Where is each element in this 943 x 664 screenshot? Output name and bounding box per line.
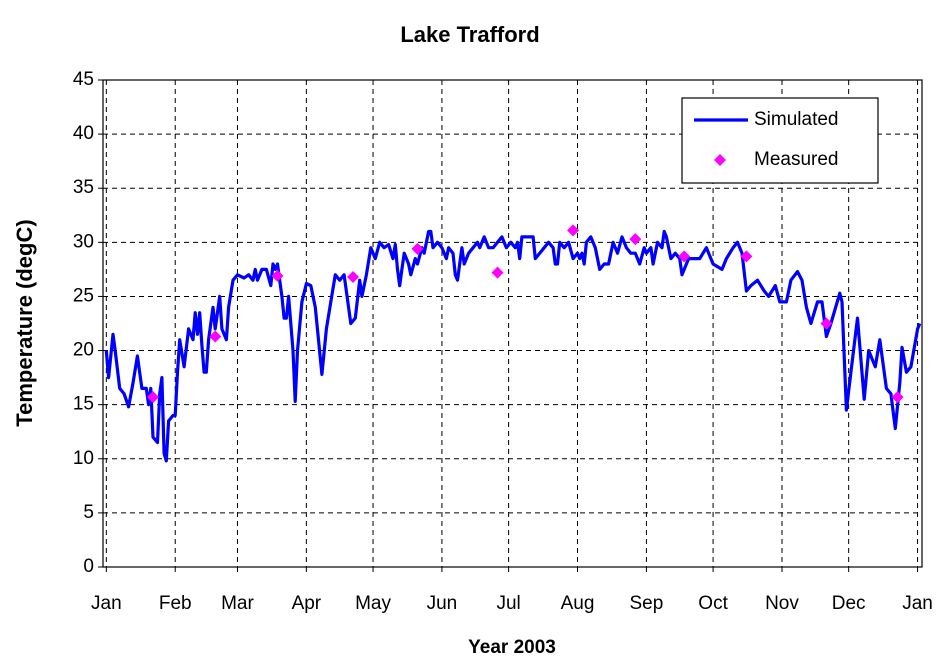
y-tick-label: 10 <box>73 448 94 469</box>
data-point <box>147 391 160 404</box>
data-point <box>271 269 284 282</box>
legend: Simulated Measured <box>681 97 879 184</box>
y-tick-label: 5 <box>83 502 94 523</box>
data-point <box>678 250 691 263</box>
y-tick-label: 40 <box>73 123 94 144</box>
y-tick-label: 15 <box>73 394 94 415</box>
x-tick-label: Jul <box>496 593 520 614</box>
data-point <box>491 266 504 279</box>
x-tick-label: Dec <box>832 593 866 614</box>
data-line <box>104 229 922 463</box>
y-tick-label: 30 <box>73 231 94 252</box>
x-tick-label: Feb <box>159 593 192 614</box>
data-point <box>820 317 833 330</box>
x-axis-label: Year 2003 <box>468 637 556 658</box>
y-axis-label: Temperature (degC) <box>12 219 37 426</box>
legend-marker <box>714 154 726 166</box>
x-tick-label: Jun <box>427 593 458 614</box>
x-tick-label: Mar <box>221 593 254 614</box>
data-point <box>891 391 904 404</box>
x-tick-label: Jan <box>902 593 933 614</box>
x-tick-label: Jan <box>91 593 122 614</box>
x-tick-label: Aug <box>561 593 595 614</box>
x-tick-label: Oct <box>698 593 728 614</box>
y-tick-label: 0 <box>83 556 94 577</box>
y-tick-label: 35 <box>73 177 94 198</box>
legend-label: Simulated <box>754 109 839 130</box>
legend-box <box>681 97 879 184</box>
x-tick-label: May <box>355 593 391 614</box>
y-tick-label: 20 <box>73 340 94 361</box>
x-tick-label: Sep <box>630 593 664 614</box>
x-tick-label: Apr <box>292 593 322 614</box>
x-tick-label: Nov <box>765 593 799 614</box>
data-point <box>411 242 424 255</box>
data-point <box>347 270 360 283</box>
data-point <box>740 250 753 263</box>
data-point <box>567 224 580 237</box>
data-point <box>209 330 222 343</box>
legend-label: Measured <box>754 149 839 170</box>
plot-frame <box>102 79 923 568</box>
y-tick-label: 45 <box>73 69 94 90</box>
data-point <box>629 233 642 246</box>
y-tick-label: 25 <box>73 285 94 306</box>
chart-title: Lake Trafford <box>400 22 539 47</box>
